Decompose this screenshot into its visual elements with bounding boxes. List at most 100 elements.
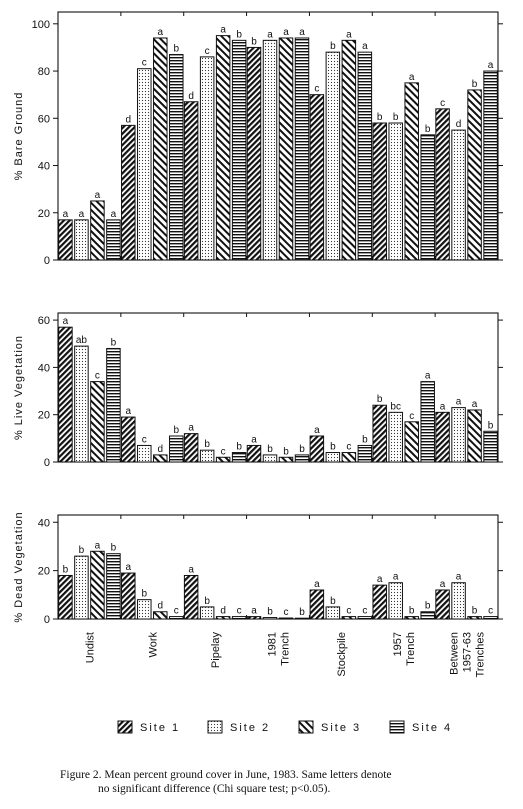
caption-line-2: no significant difference (Chi square te… [98,783,331,795]
significance-letter: a [63,316,69,327]
bar-site-2 [137,68,152,261]
x-category-label: Pipelay [210,632,222,669]
significance-letter: b [299,444,305,455]
significance-letter: c [440,98,445,109]
bar-site-1 [58,219,73,261]
legend: Site 1 Site 2 Site 3 Site 4 [117,720,450,734]
bar-site-3 [215,35,231,261]
significance-letter: c [142,58,147,69]
bar-site-4 [357,616,373,620]
significance-letter: c [362,606,367,617]
significance-letter: a [440,401,446,412]
y-tick-label: 0 [44,614,50,626]
bar-site-1 [183,574,199,620]
x-category-label: Undist [84,632,96,663]
y-tick-label: 100 [32,19,50,31]
significance-letter: a [267,29,273,40]
bar-site-1 [121,124,136,261]
y-tick-label: 40 [38,161,50,173]
significance-letter: b [425,601,431,612]
significance-letter: b [267,444,273,455]
bar-site-2 [74,555,89,620]
bar-site-2 [74,219,89,261]
significance-letter: a [472,399,478,410]
bar-site-1 [183,433,199,463]
significance-letter: c [237,606,242,617]
bar-site-3 [404,421,419,463]
significance-letter: b [174,425,180,436]
bar-site-4 [231,452,247,463]
y-tick-label: 40 [38,362,50,374]
bar-site-2 [325,51,341,261]
significance-letter: c [346,606,351,617]
significance-letter: b [142,589,148,600]
significance-letter: b [377,394,383,405]
x-category-label: 1957 [392,632,404,656]
significance-letter: b [174,44,180,55]
plot-frame [57,514,499,620]
x-category-label: Trenches [475,632,487,678]
legend-swatch [207,720,223,734]
bar-site-1 [309,589,325,620]
significance-letter: b [362,434,368,445]
x-category-label: Trench [405,632,417,666]
significance-letter: a [158,27,164,38]
significance-letter: c [409,411,414,422]
bar-site-3 [90,200,105,261]
significance-letter: b [79,545,85,556]
bar-site-3 [278,456,294,463]
bar-site-1 [435,589,450,620]
significance-letter: a [314,579,320,590]
bar-site-1 [246,616,262,620]
significance-letter: a [63,209,69,220]
bar-site-4 [169,435,184,463]
significance-letter: d [456,119,462,130]
significance-letter: d [126,114,132,125]
bar-site-2 [451,407,466,463]
bar-site-2 [262,39,278,261]
bar-site-2 [451,582,466,620]
significance-letter: c [95,371,100,382]
significance-letter: ab [76,335,88,346]
bar-site-3 [341,39,357,261]
bar-site-1 [121,416,136,463]
significance-letter: b [425,124,431,135]
bar-site-4 [231,39,247,261]
bar-site-4 [483,430,498,463]
bar-site-2 [137,444,152,463]
significance-letter: a [314,425,320,436]
figure-caption: Figure 2. Mean percent ground cover in J… [60,768,500,796]
bar-site-2 [262,454,278,463]
significance-letter: b [299,607,305,618]
y-axis-label: % Dead Vegetation [13,511,25,622]
significance-letter: c [346,442,351,453]
significance-letter: a [440,579,446,590]
bar-site-4 [294,37,310,261]
bar-site-3 [467,409,482,463]
significance-letter: a [188,423,194,434]
bar-site-3 [90,381,105,463]
bar-site-3 [467,89,482,261]
x-category-label: Between [449,632,461,675]
legend-swatch [389,720,405,734]
significance-letter: b [393,112,399,123]
significance-letter: a [220,25,226,36]
x-category-label: Stockpile [336,632,348,677]
bar-site-2 [262,617,278,620]
significance-letter: b [251,36,257,47]
bar-site-4 [483,70,498,261]
legend-label: Site 3 [321,722,361,734]
significance-letter: a [488,60,494,71]
significance-letter: b [204,439,210,450]
significance-letter: a [456,397,462,408]
bar-site-2 [137,599,152,620]
bar-site-4 [483,616,498,620]
significance-letter: b [409,606,415,617]
significance-letter: c [174,606,179,617]
y-tick-label: 20 [38,410,50,422]
significance-letter: a [299,27,305,38]
bar-site-2 [388,411,403,463]
significance-letter: a [95,190,101,201]
